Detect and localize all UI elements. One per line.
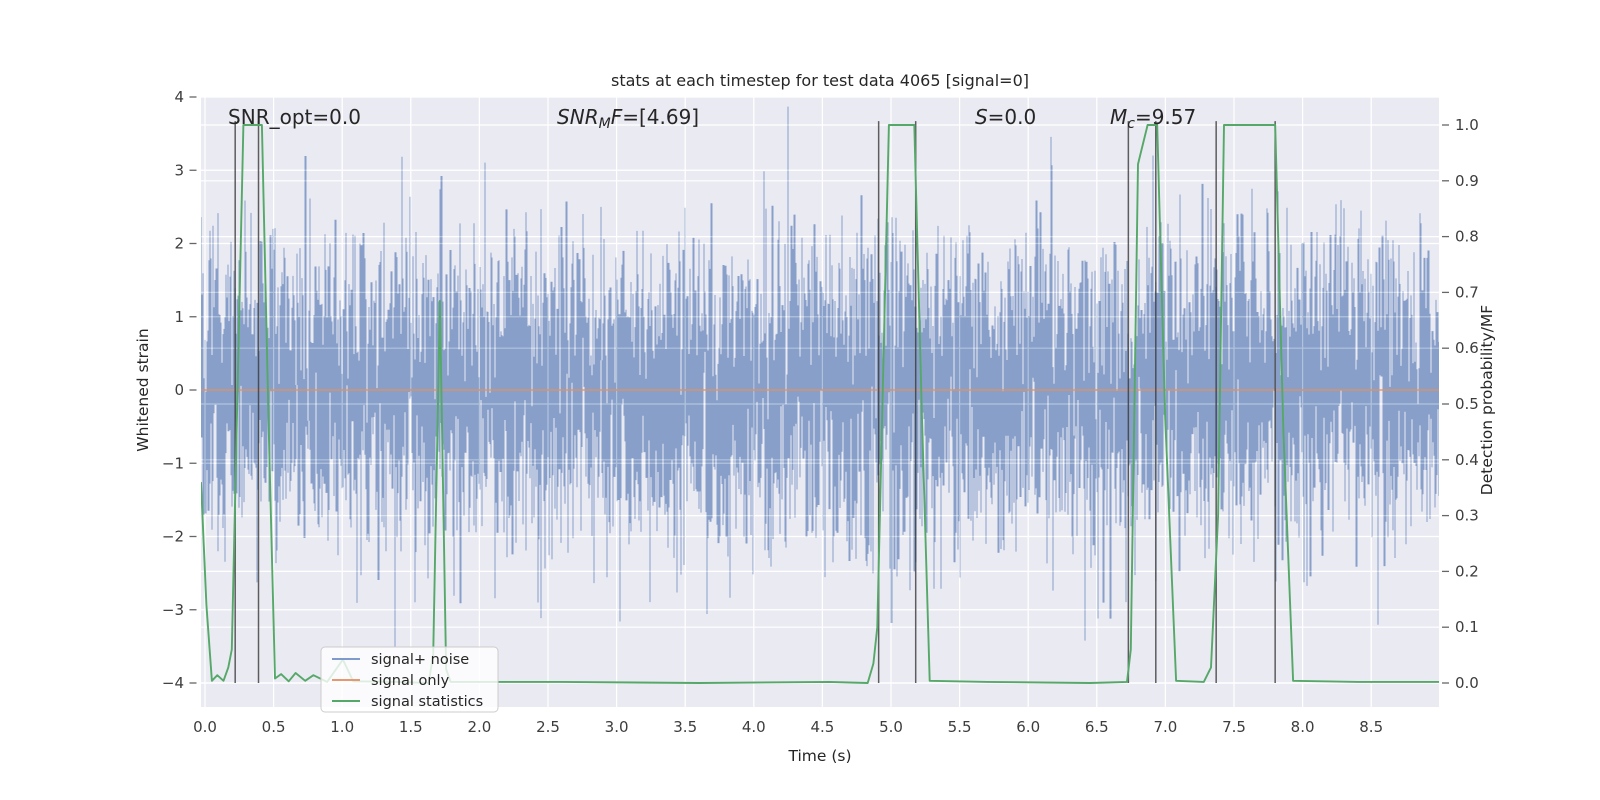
xtick: 7.0 bbox=[1153, 718, 1177, 736]
legend-label: signal statistics bbox=[371, 694, 483, 710]
xtick: 6.5 bbox=[1085, 718, 1109, 736]
chart-title: stats at each timestep for test data 406… bbox=[611, 71, 1029, 90]
ytick-left: −1 bbox=[162, 454, 184, 472]
legend-label: signal+ noise bbox=[371, 652, 469, 668]
ytick-right: 0.9 bbox=[1455, 172, 1479, 190]
xtick: 5.5 bbox=[948, 718, 972, 736]
xtick: 1.5 bbox=[399, 718, 423, 736]
annotation: S=0.0 bbox=[975, 105, 1036, 129]
signal-statistics-series bbox=[201, 124, 1439, 684]
xtick: 6.0 bbox=[1016, 718, 1040, 736]
xtick: 2.0 bbox=[467, 718, 491, 736]
y-axis-label-left: Whitened strain bbox=[134, 328, 152, 451]
y-axis-label-right: Detection probability/MF bbox=[1478, 305, 1496, 496]
gridlines bbox=[201, 97, 1439, 707]
xtick: 0.0 bbox=[193, 718, 217, 736]
ytick-left: −4 bbox=[162, 674, 184, 692]
ytick-right: 0.2 bbox=[1455, 562, 1479, 580]
ytick-right: 0.7 bbox=[1455, 283, 1479, 301]
ytick-right: 0.0 bbox=[1455, 674, 1479, 692]
xtick: 3.5 bbox=[673, 718, 697, 736]
annotation: SNR_opt=0.0 bbox=[228, 105, 361, 129]
legend-label: signal only bbox=[371, 673, 450, 689]
ytick-left: 4 bbox=[174, 88, 184, 106]
ytick-left: −2 bbox=[162, 528, 184, 546]
ytick-right: 0.6 bbox=[1455, 339, 1479, 357]
ytick-left: 3 bbox=[174, 161, 184, 179]
xtick: 3.0 bbox=[605, 718, 629, 736]
xtick: 4.5 bbox=[810, 718, 834, 736]
ytick-right: 1.0 bbox=[1455, 116, 1479, 134]
xtick: 4.0 bbox=[742, 718, 766, 736]
ytick-right: 0.4 bbox=[1455, 451, 1479, 469]
tick-marks bbox=[189, 96, 1449, 684]
tick-labels: 4 3 2 1 0 −1 −2 −3 −4 1.0 0.9 0.8 0.7 0.6 0.5 0.4 0.3 0.2… bbox=[162, 88, 1479, 736]
xtick: 0.5 bbox=[262, 718, 286, 736]
annotation: Mc=9.57 bbox=[1110, 105, 1196, 132]
series-layer bbox=[201, 97, 1439, 707]
ytick-right: 0.8 bbox=[1455, 228, 1479, 246]
x-axis-label: Time (s) bbox=[787, 747, 851, 765]
ytick-left: 0 bbox=[174, 381, 184, 399]
ytick-left: −3 bbox=[162, 601, 184, 619]
legend: signal+ noise signal only signal statistic… bbox=[320, 646, 499, 713]
xtick: 8.5 bbox=[1359, 718, 1383, 736]
ytick-right: 0.5 bbox=[1455, 395, 1479, 413]
xtick: 5.0 bbox=[879, 718, 903, 736]
xtick: 7.5 bbox=[1222, 718, 1246, 736]
ytick-left: 2 bbox=[174, 235, 184, 253]
ytick-right: 0.1 bbox=[1455, 618, 1479, 636]
ytick-right: 0.3 bbox=[1455, 507, 1479, 525]
ytick-left: 1 bbox=[174, 308, 184, 326]
annotation: SNRMF=[4.69] bbox=[557, 105, 699, 132]
xtick: 2.5 bbox=[536, 718, 560, 736]
xtick: 8.0 bbox=[1291, 718, 1315, 736]
xtick: 1.0 bbox=[330, 718, 354, 736]
legend-box bbox=[320, 646, 499, 713]
